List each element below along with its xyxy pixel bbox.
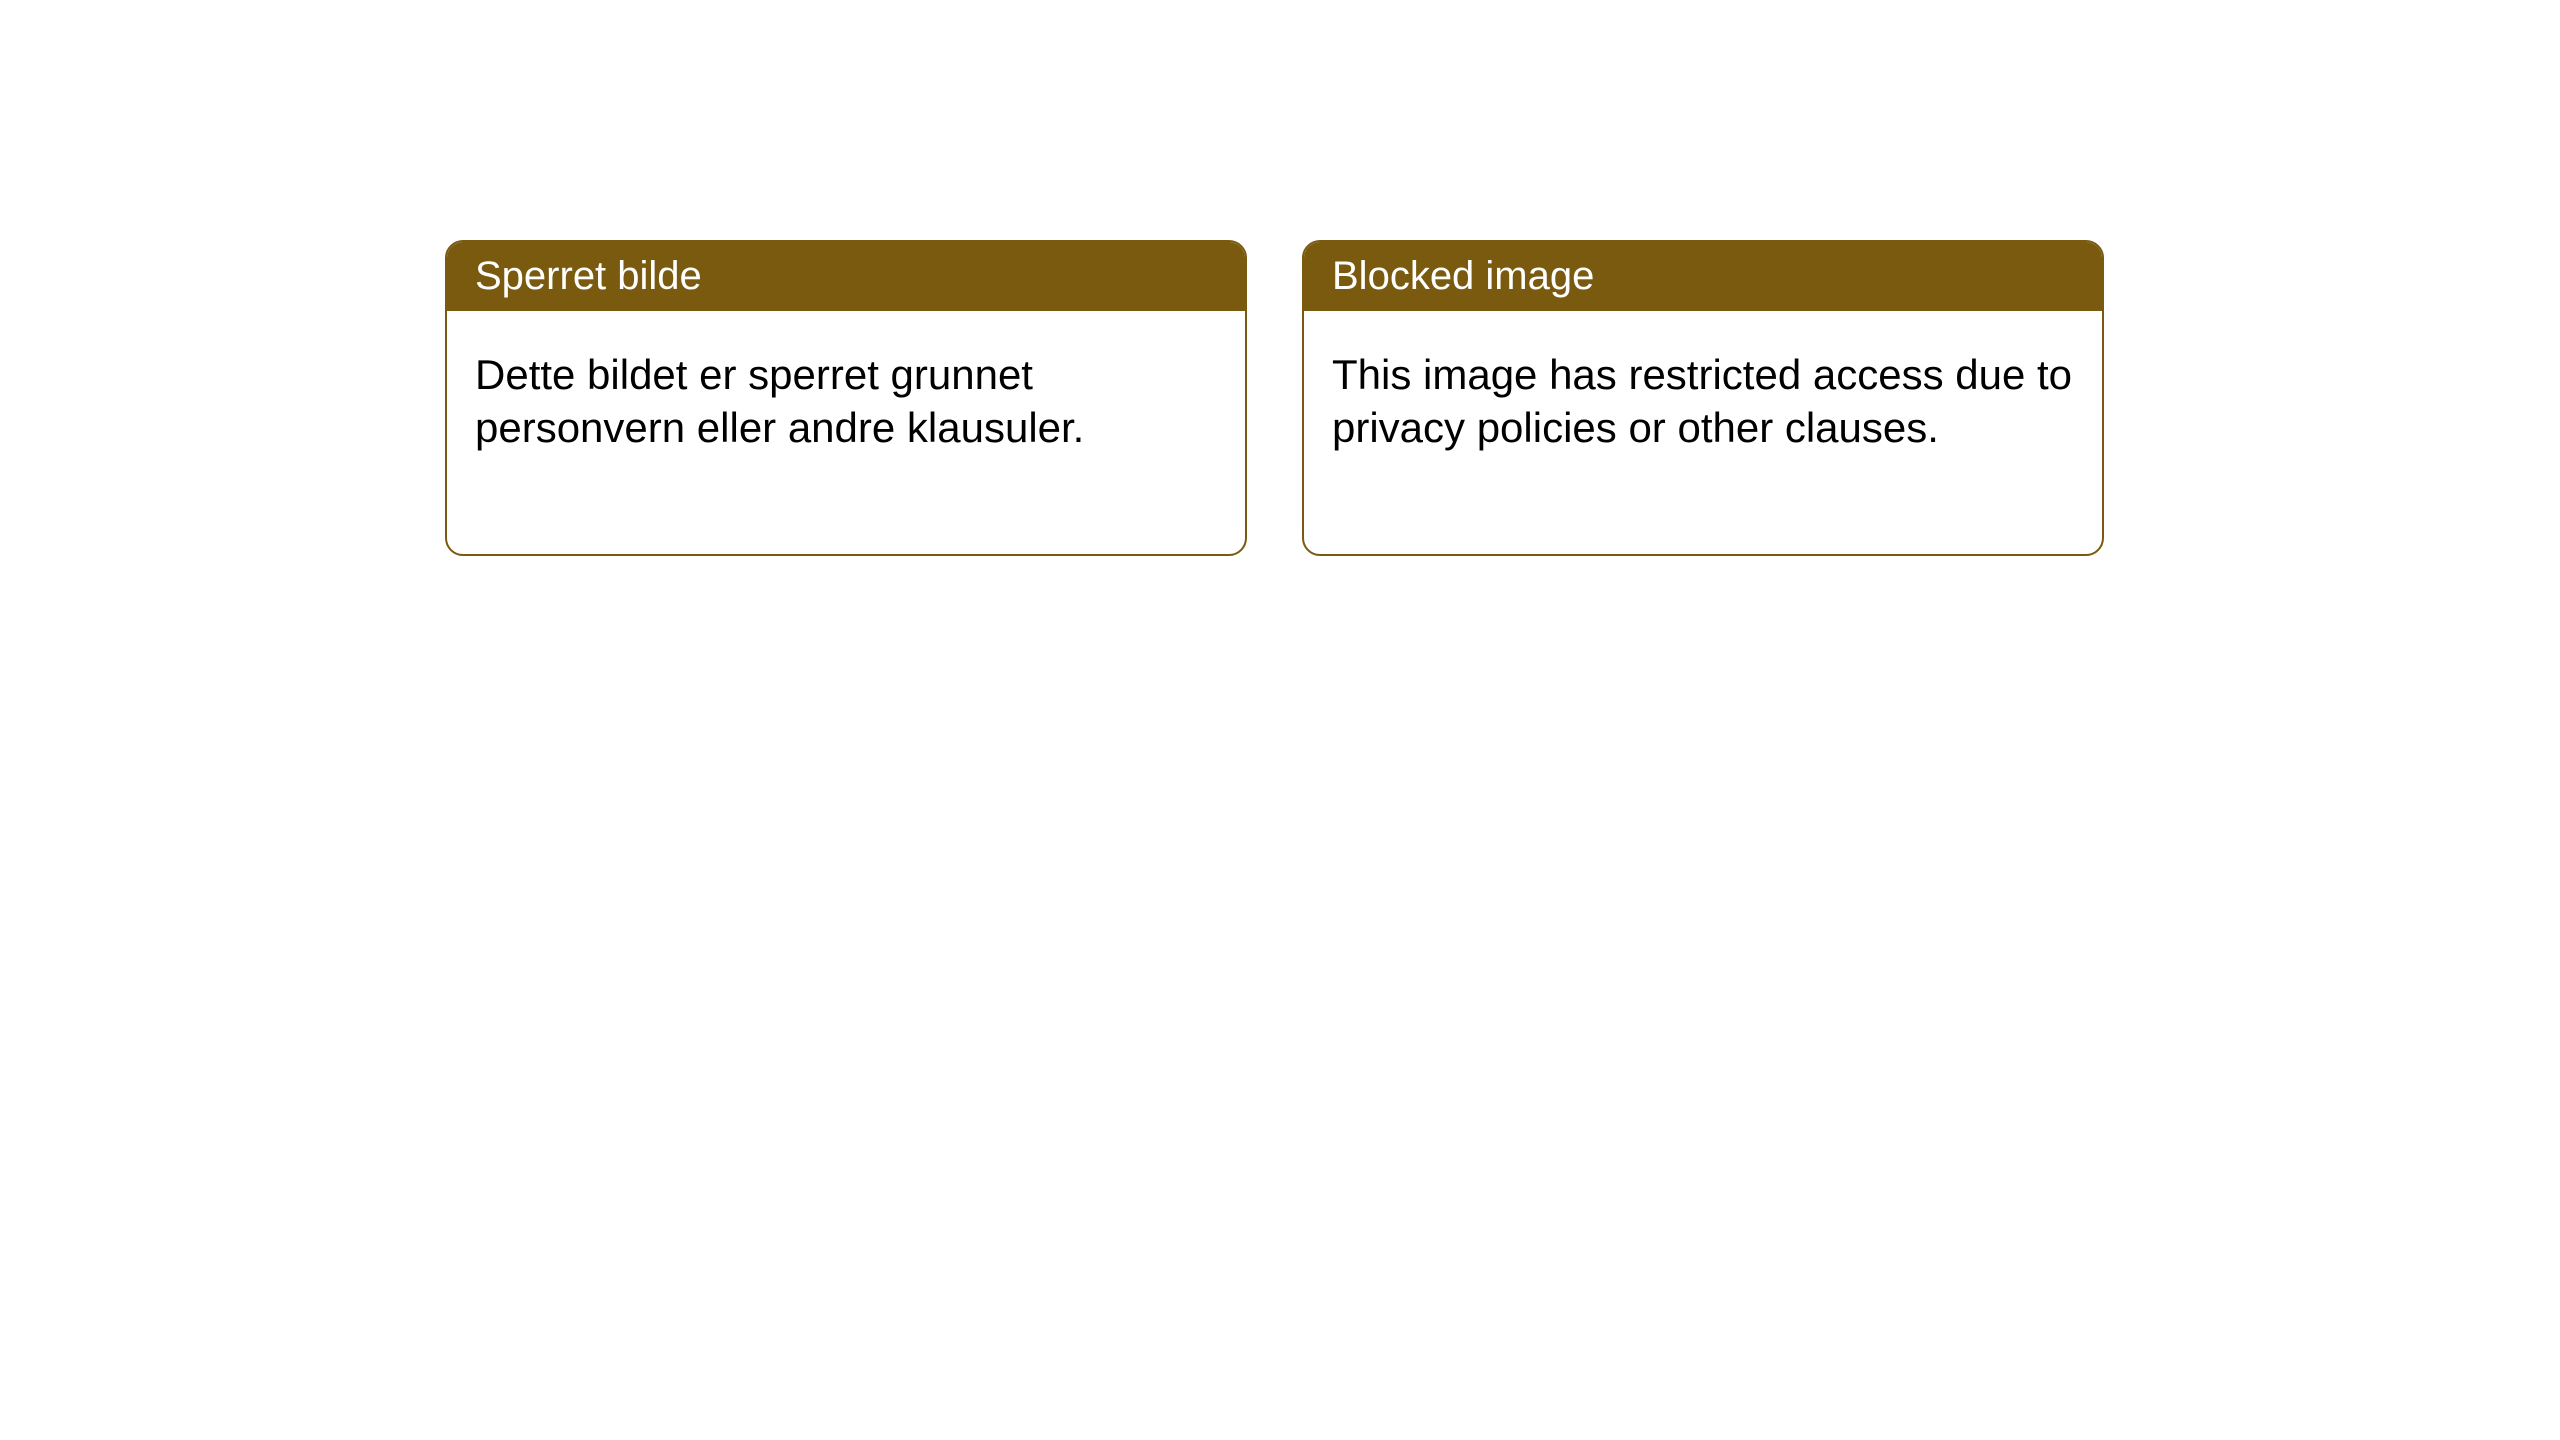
notice-container: Sperret bilde Dette bildet er sperret gr… — [445, 240, 2104, 556]
notice-body-en: This image has restricted access due to … — [1304, 311, 2102, 554]
notice-body-no: Dette bildet er sperret grunnet personve… — [447, 311, 1245, 554]
notice-card-en: Blocked image This image has restricted … — [1302, 240, 2104, 556]
notice-title-en: Blocked image — [1304, 242, 2102, 311]
notice-title-no: Sperret bilde — [447, 242, 1245, 311]
notice-card-no: Sperret bilde Dette bildet er sperret gr… — [445, 240, 1247, 556]
